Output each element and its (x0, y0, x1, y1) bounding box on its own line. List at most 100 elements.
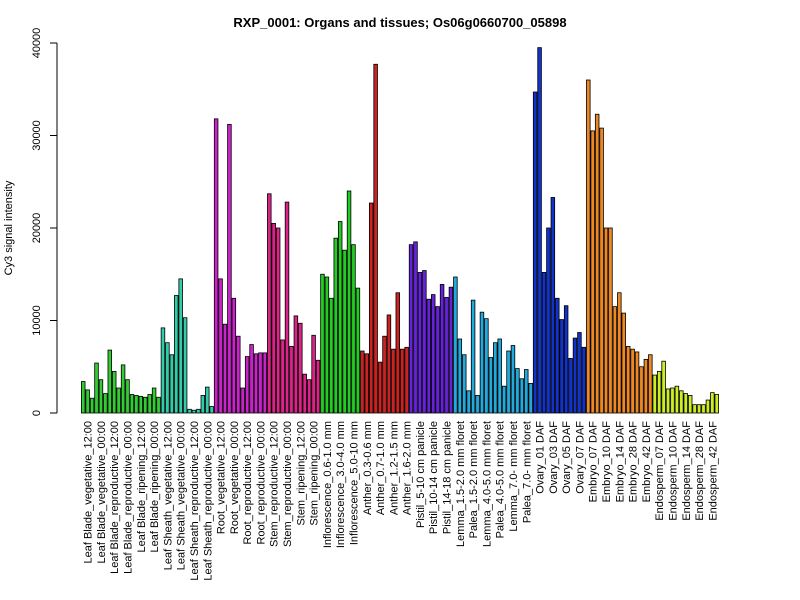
bar (81, 381, 86, 414)
bar (147, 394, 152, 414)
bar (320, 273, 325, 414)
bar (448, 286, 454, 414)
bar (138, 395, 144, 414)
bar (200, 395, 206, 414)
bar (262, 352, 268, 414)
bar (165, 342, 170, 414)
x-tick-label: Endosperm_14 DAF (681, 421, 693, 521)
bar (413, 241, 418, 414)
bar (683, 393, 688, 414)
bar (501, 385, 507, 414)
bar (209, 406, 214, 414)
bar (639, 366, 644, 414)
y-tick-label: 10000 (31, 305, 43, 336)
x-tick-label: Anther_0.7-1.0 mm (375, 421, 387, 515)
bar (431, 294, 436, 414)
bar (692, 404, 697, 414)
bar (439, 284, 445, 414)
bar (306, 379, 312, 414)
y-tick-label: 0 (31, 410, 43, 416)
bar (160, 327, 166, 414)
bar (89, 397, 95, 414)
bar (98, 379, 104, 414)
y-tick-label: 40000 (31, 28, 43, 59)
bar (559, 319, 564, 414)
bar (528, 382, 533, 414)
bar (568, 358, 573, 414)
bar (267, 193, 272, 414)
bar (249, 344, 254, 414)
bar (475, 395, 480, 414)
bar (364, 353, 369, 414)
bar (634, 351, 640, 414)
bar (187, 408, 192, 414)
bar (656, 370, 662, 414)
x-tick-label: Embryo_10 DAF (601, 421, 613, 503)
bar (670, 387, 675, 414)
x-tick-label: Endosperm_10 DAF (667, 421, 679, 521)
bar (630, 348, 635, 414)
bar (643, 358, 649, 414)
bar (236, 335, 241, 414)
bar (679, 390, 684, 414)
bar (112, 370, 117, 414)
bar (231, 297, 237, 414)
x-tick-label: Ovary_01 DAF (535, 421, 547, 494)
bar (603, 227, 609, 414)
bar (462, 354, 467, 414)
bar (253, 353, 259, 414)
x-tick-label: Embryo_14 DAF (614, 421, 626, 503)
x-tick-label: Root_vegetative_00:00 (229, 421, 241, 534)
x-tick-label: Ovary_07 DAF (574, 421, 586, 494)
bar (103, 393, 108, 414)
x-tick-label: Root_reproductive_12:00 (242, 421, 254, 545)
bar (351, 244, 356, 414)
bar (125, 379, 130, 414)
bar (714, 394, 719, 414)
bar (302, 373, 307, 414)
bar (213, 118, 219, 414)
bar (258, 352, 263, 414)
x-tick-label: Endosperm_28 DAF (694, 421, 706, 521)
bar (537, 47, 542, 414)
x-tick-label: Lemma_1.5-2.0 mm floret (455, 421, 467, 547)
x-tick-label: Stem_reproductive_12:00 (269, 421, 281, 547)
bar (484, 318, 489, 414)
bar (182, 317, 188, 414)
x-tick-label: Embryo_42 DAF (641, 421, 653, 503)
bar (581, 346, 587, 414)
bar (324, 276, 330, 414)
bar (240, 387, 245, 414)
x-tick-label: Pistil_5-10 cm panicle (415, 421, 427, 528)
bar (337, 221, 343, 414)
bar (524, 369, 529, 414)
bar (532, 91, 538, 414)
bar (408, 244, 414, 414)
bar (648, 354, 653, 414)
bar (218, 278, 223, 414)
bar (129, 394, 135, 414)
bar (608, 227, 613, 414)
bar (386, 314, 392, 414)
x-tick-label: Leaf Sheath_reproductive_12:00 (189, 421, 201, 581)
x-tick-label: Leaf Sheath_reproductive_00:00 (202, 421, 214, 581)
bar (85, 389, 90, 414)
bar (488, 357, 494, 414)
bar (169, 354, 175, 414)
x-tick-label: Root_reproductive_00:00 (255, 421, 267, 545)
x-tick-label: Pistil_10-14 cm panicle (428, 421, 440, 534)
x-tick-label: Anther_1.6-2.0 mm (402, 421, 414, 515)
bar (661, 360, 666, 414)
bar (298, 322, 303, 414)
bar (346, 190, 352, 414)
bar (333, 237, 338, 414)
bar (377, 361, 383, 414)
bars (81, 47, 719, 414)
bar (617, 292, 622, 414)
bar (621, 312, 626, 414)
bar (701, 404, 706, 414)
bar (541, 271, 547, 414)
bar (399, 348, 405, 414)
bar (289, 345, 294, 414)
